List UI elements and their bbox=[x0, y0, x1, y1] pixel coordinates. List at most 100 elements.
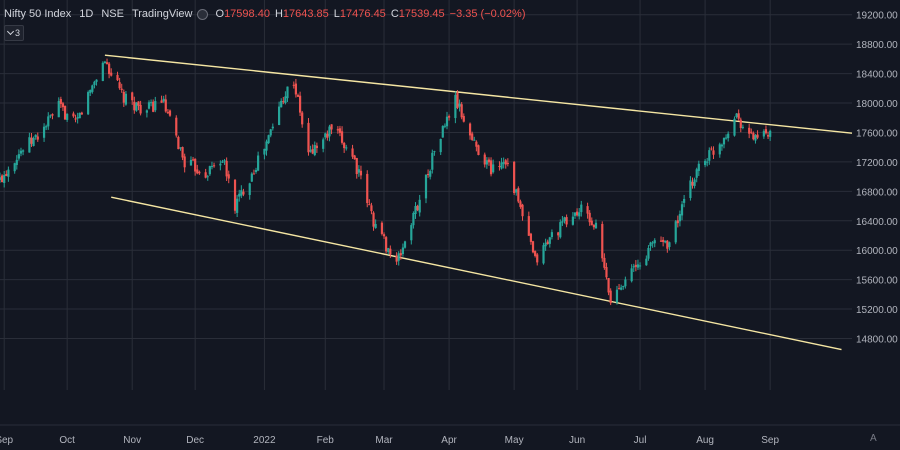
candle-body bbox=[431, 152, 434, 170]
candle-body bbox=[458, 103, 461, 107]
candle-body bbox=[617, 288, 621, 290]
x-tick-label: Jun bbox=[569, 435, 585, 446]
candle-body bbox=[762, 131, 765, 137]
candle-body bbox=[632, 266, 635, 268]
candle-body bbox=[110, 72, 113, 76]
candle-body bbox=[76, 117, 79, 119]
candle-body bbox=[160, 100, 163, 103]
candle-body bbox=[680, 204, 684, 216]
candle-body bbox=[389, 248, 392, 255]
candle-body bbox=[475, 141, 478, 147]
candle-body bbox=[601, 223, 604, 259]
candle-body bbox=[267, 135, 270, 144]
candle-body bbox=[206, 176, 209, 178]
trendlines[interactable] bbox=[104, 54, 853, 351]
symbol-legend: Nifty 50 Index 1D NSE TradingView O17598… bbox=[4, 6, 531, 22]
candle-body bbox=[513, 161, 516, 194]
candle-body bbox=[676, 220, 679, 224]
candle-body bbox=[338, 128, 342, 133]
candle-body bbox=[118, 82, 121, 89]
candle-body bbox=[615, 289, 619, 303]
y-tick-label: 18000.00 bbox=[856, 99, 898, 110]
candle-body bbox=[240, 190, 243, 196]
indicator-toggle-button[interactable]: 3 bbox=[4, 25, 24, 41]
candle-body bbox=[101, 62, 104, 81]
candle-body bbox=[727, 133, 730, 139]
candle-body bbox=[485, 160, 488, 165]
candle-body bbox=[622, 286, 625, 288]
candle-body bbox=[695, 169, 698, 178]
y-tick-label: 16000.00 bbox=[856, 246, 898, 257]
candle-body bbox=[116, 74, 119, 81]
x-tick-label: Sep bbox=[761, 435, 779, 446]
candle-body bbox=[133, 101, 136, 111]
candle-body bbox=[403, 241, 407, 248]
candle-body bbox=[548, 237, 551, 244]
candle-body bbox=[42, 126, 46, 138]
candle-body bbox=[689, 180, 692, 199]
candle-body bbox=[212, 165, 216, 167]
candle-body bbox=[154, 100, 157, 111]
candle-body bbox=[605, 267, 608, 278]
candle-body bbox=[3, 175, 6, 183]
candle-body bbox=[483, 154, 486, 165]
candle-body bbox=[609, 290, 612, 304]
trendline bbox=[111, 196, 842, 351]
candle-body bbox=[693, 179, 696, 186]
candle-body bbox=[531, 241, 535, 253]
candle-body bbox=[473, 139, 476, 141]
price-change: −3.35 (−0.02%) bbox=[449, 8, 526, 20]
candle-body bbox=[737, 113, 740, 119]
candle-body bbox=[380, 222, 384, 234]
candle-body bbox=[292, 84, 295, 86]
candle-body bbox=[544, 242, 547, 247]
candle-body bbox=[227, 174, 230, 179]
ohlc-low: L17476.45 bbox=[333, 8, 386, 20]
candle-body bbox=[561, 221, 564, 223]
candle-body bbox=[61, 103, 65, 108]
candle-body bbox=[424, 174, 428, 199]
candle-body bbox=[351, 148, 354, 157]
candle-body bbox=[546, 241, 549, 245]
candle-body bbox=[32, 137, 35, 146]
candle-body bbox=[550, 232, 554, 237]
candle-body bbox=[571, 216, 574, 225]
y-tick-label: 18400.00 bbox=[856, 70, 898, 81]
candle-body bbox=[45, 126, 48, 128]
candle-body bbox=[51, 114, 54, 116]
x-tick-label: Mar bbox=[375, 435, 393, 446]
candle-body bbox=[271, 126, 274, 129]
candle-body bbox=[263, 148, 266, 155]
candle-body bbox=[162, 98, 165, 102]
candle-body bbox=[710, 148, 713, 150]
candle-body bbox=[578, 212, 581, 217]
auto-scale-button[interactable]: A bbox=[870, 433, 877, 444]
candle-body bbox=[748, 127, 751, 134]
candle-body bbox=[624, 279, 627, 287]
candle-body bbox=[445, 116, 449, 127]
candle-body bbox=[280, 100, 283, 108]
candle-body bbox=[91, 85, 94, 92]
candle-body bbox=[13, 163, 16, 172]
candle-body bbox=[210, 165, 214, 167]
candle-body bbox=[108, 63, 111, 75]
candle-body bbox=[313, 145, 316, 156]
candle-body bbox=[340, 131, 344, 143]
symbol-name[interactable]: Nifty 50 Index bbox=[4, 8, 72, 20]
candle-body bbox=[500, 162, 503, 169]
candle-body bbox=[145, 110, 148, 113]
ohlc-high: H17643.85 bbox=[274, 8, 329, 20]
y-tick-label: 14800.00 bbox=[856, 334, 898, 345]
candle-body bbox=[447, 116, 451, 118]
candle-body bbox=[559, 222, 562, 238]
candle-body bbox=[638, 265, 642, 267]
candle-body bbox=[370, 205, 373, 212]
interval[interactable]: 1D bbox=[79, 8, 94, 20]
candle-body bbox=[78, 112, 81, 119]
candle-body bbox=[706, 161, 709, 163]
x-tick-label: Jul bbox=[634, 435, 647, 446]
x-tick-label: Oct bbox=[59, 435, 75, 446]
candle-body bbox=[265, 141, 268, 151]
